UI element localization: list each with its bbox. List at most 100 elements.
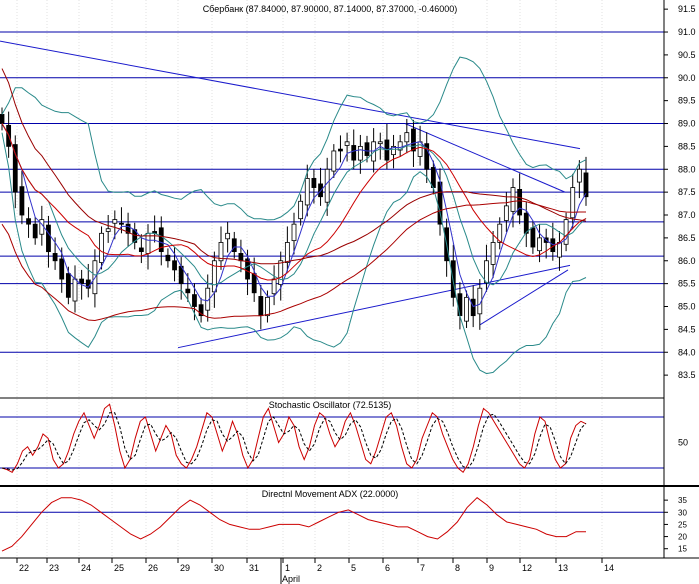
- candle-body: [105, 228, 111, 232]
- candle-body: [231, 238, 237, 253]
- y-tick-label: 88.5: [678, 141, 696, 151]
- x-tick-label: 29: [180, 563, 190, 573]
- trendline: [0, 40, 581, 150]
- candle-body: [251, 273, 257, 294]
- x-tick-label: 13: [558, 563, 568, 573]
- candle-body: [464, 296, 469, 322]
- y-tick-label: 84.5: [678, 324, 696, 334]
- candle-body: [119, 222, 124, 225]
- candle-body: [52, 253, 58, 262]
- candle-body: [563, 219, 569, 245]
- candle-body: [304, 178, 310, 206]
- x-tick-label: 7: [420, 563, 425, 573]
- x-tick-label: 12: [522, 563, 532, 573]
- x-tick-label: 25: [114, 563, 124, 573]
- candle-body: [537, 237, 542, 252]
- adx-tick-label: 15: [678, 545, 687, 554]
- candle-body: [278, 260, 284, 285]
- adx-tick-label: 35: [678, 496, 687, 505]
- candle-body: [198, 304, 204, 317]
- month-label: April: [282, 574, 300, 584]
- x-tick-label: 23: [49, 563, 59, 573]
- bollinger-lower: [1, 132, 587, 375]
- candle-body: [298, 200, 304, 220]
- stochastic-d-line: [1, 412, 587, 471]
- bollinger-upper: [1, 56, 587, 221]
- candle-body: [557, 242, 562, 258]
- candle-body: [490, 242, 496, 265]
- y-tick-label: 85.5: [678, 279, 696, 289]
- candle-body: [404, 132, 410, 143]
- candle-body: [503, 205, 509, 221]
- candle-body: [125, 223, 131, 234]
- candle-body: [32, 223, 38, 239]
- candle-body: [271, 278, 277, 295]
- y-tick-label: 87.5: [678, 187, 696, 197]
- adx-tick-label: 25: [678, 520, 687, 529]
- ma-long-2: [1, 68, 587, 265]
- y-tick-label: 86.0: [678, 256, 696, 266]
- x-tick-label: 14: [604, 563, 614, 573]
- x-tick-label: 22: [19, 563, 29, 573]
- ma-medium: [1, 123, 587, 286]
- candle-body: [172, 260, 177, 271]
- candle-body: [417, 141, 423, 157]
- candle-body: [138, 247, 144, 253]
- candle-body: [583, 172, 589, 198]
- y-tick-label: 83.5: [678, 370, 696, 380]
- candle-body: [265, 296, 270, 317]
- y-tick-label: 91.5: [678, 4, 696, 14]
- trendline: [404, 123, 566, 193]
- candle-body: [523, 212, 529, 234]
- y-tick-label: 86.5: [678, 233, 696, 243]
- stochastic-panel: [0, 403, 664, 474]
- candle-body: [165, 254, 171, 262]
- x-tick-label: 31: [249, 563, 259, 573]
- candle-body: [72, 278, 78, 302]
- adx-tick-label: 30: [678, 508, 687, 517]
- x-tick-label: 30: [214, 563, 224, 573]
- candle-body: [19, 186, 25, 216]
- candle-body: [530, 227, 536, 248]
- y-tick-label: 84.0: [678, 347, 696, 357]
- x-tick-label: 26: [148, 563, 158, 573]
- candle-body: [291, 223, 297, 242]
- candle-body: [576, 168, 582, 183]
- y-tick-label: 85.0: [678, 302, 696, 312]
- candle-body: [46, 224, 51, 253]
- candle-body: [245, 258, 250, 280]
- candle-body: [65, 273, 71, 298]
- price-chart-title: Сбербанк (87.84000, 87.90000, 87.14000, …: [203, 4, 458, 14]
- candle-body: [391, 145, 396, 156]
- ma-long: [1, 200, 586, 322]
- stochastic-title: Stochastic Oscillator (72.5135): [269, 400, 392, 410]
- adx-tick-label: 20: [678, 533, 687, 542]
- ma-fast: [1, 123, 587, 308]
- candle-body: [192, 294, 197, 307]
- candle-body: [324, 168, 330, 203]
- trendline: [479, 269, 569, 326]
- stochastic-k-line: [1, 403, 587, 474]
- candle-body: [331, 150, 337, 172]
- candle-body: [112, 219, 118, 224]
- candle-body: [311, 178, 317, 188]
- x-tick-label: 24: [81, 563, 91, 573]
- ma-slow: [1, 123, 587, 281]
- candle-body: [397, 141, 403, 151]
- x-tick-label: 5: [351, 563, 356, 573]
- candle-body: [364, 142, 370, 156]
- candle-body: [570, 187, 576, 219]
- adx-line: [1, 497, 586, 552]
- candle-body: [510, 187, 516, 212]
- candle-body: [185, 288, 191, 294]
- y-tick-label: 90.0: [678, 73, 696, 83]
- candle-body: [79, 278, 85, 285]
- stochastic-tick-label: 50: [678, 438, 688, 448]
- candle-body: [26, 218, 31, 225]
- candle-body: [218, 242, 224, 262]
- candle-body: [484, 260, 489, 284]
- candle-body: [158, 227, 164, 253]
- candle-body: [351, 145, 357, 161]
- adx-panel: [0, 497, 664, 552]
